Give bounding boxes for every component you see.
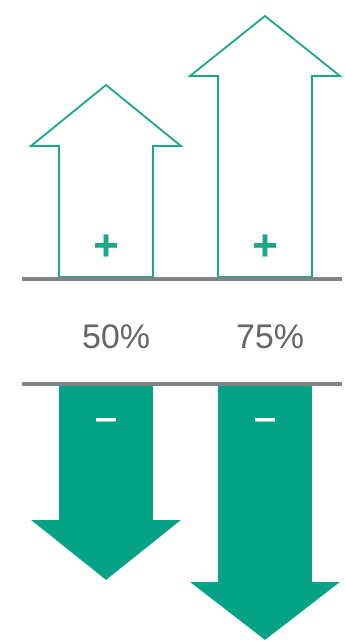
up-arrow-group-left: + — [28, 83, 184, 278]
down-arrow-filled-icon — [190, 386, 340, 640]
up-arrow-group-right: + — [187, 14, 343, 278]
down-arrow-filled-icon — [31, 386, 181, 580]
percentage-label-right: 75% — [236, 318, 304, 356]
percentage-label-left: 50% — [82, 318, 150, 356]
down-arrow-group-right — [190, 386, 340, 640]
down-arrow-group-left — [31, 386, 181, 580]
minus-sign — [96, 418, 116, 422]
plus-sign: + — [93, 221, 119, 270]
plus-sign: + — [252, 221, 278, 270]
bottom-divider-line — [22, 382, 342, 386]
minus-sign — [255, 418, 275, 422]
up-arrow-outline-icon — [187, 14, 343, 278]
top-divider-line — [22, 277, 342, 281]
up-arrow-outline-icon — [28, 83, 184, 278]
